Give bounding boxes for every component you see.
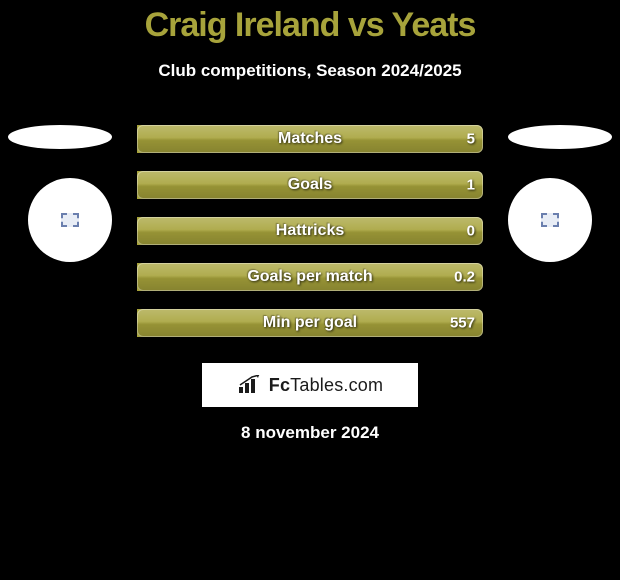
stat-value-right: 1 — [467, 177, 475, 194]
player1-avatar-circle — [28, 178, 112, 262]
stat-bar-row: Goals 1 — [137, 171, 483, 199]
player2-avatar-placeholder-icon — [541, 213, 559, 227]
stat-label: Goals per match — [247, 268, 372, 286]
vs-separator: vs — [348, 6, 384, 44]
player2-avatar-circle — [508, 178, 592, 262]
stat-label: Hattricks — [276, 222, 344, 240]
fctables-logo-text: FcTables.com — [269, 375, 383, 396]
stat-value-right: 557 — [450, 315, 475, 332]
player2-small-oval — [508, 125, 612, 149]
player1-avatar-placeholder-icon — [61, 213, 79, 227]
stat-bar-row: Goals per match 0.2 — [137, 263, 483, 291]
stat-bar-row: Min per goal 557 — [137, 309, 483, 337]
stat-value-right: 5 — [467, 131, 475, 148]
stat-bar-row: Hattricks 0 — [137, 217, 483, 245]
stat-bar-row: Matches 5 — [137, 125, 483, 153]
stat-label: Min per goal — [263, 314, 357, 332]
player2-name: Yeats — [392, 6, 476, 44]
player1-small-oval — [8, 125, 112, 149]
stat-value-right: 0.2 — [454, 269, 475, 286]
stat-bars: Matches 5 Goals 1 Hattricks 0 Goals per match 0… — [137, 125, 483, 337]
logo-prefix: Fc — [269, 375, 290, 395]
player1-name: Craig Ireland — [145, 6, 340, 44]
bar-chart-icon — [237, 375, 263, 395]
logo-suffix: Tables.com — [290, 375, 383, 395]
stat-label: Goals — [288, 176, 332, 194]
stat-label: Matches — [278, 130, 342, 148]
stat-value-right: 0 — [467, 223, 475, 240]
fctables-logo-card: FcTables.com — [202, 363, 418, 407]
footer-date: 8 november 2024 — [0, 423, 620, 443]
subtitle: Club competitions, Season 2024/2025 — [0, 61, 620, 81]
comparison-title: Craig Ireland vs Yeats — [0, 0, 620, 45]
